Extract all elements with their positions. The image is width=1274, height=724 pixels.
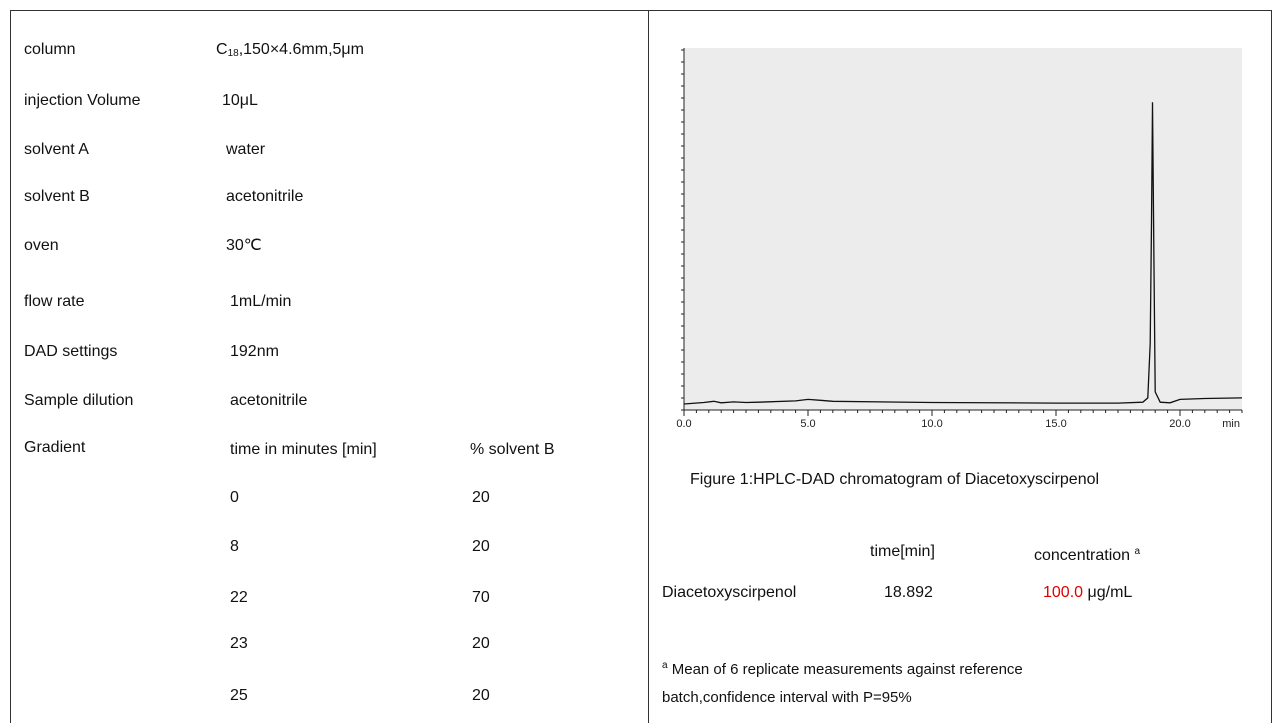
gradient-b-cell: 20 (472, 538, 490, 555)
param-label-solvent-b: solvent B (24, 188, 90, 205)
concentration-value: 100.0 (1043, 584, 1084, 601)
figure-caption: Figure 1:HPLC-DAD chromatogram of Diacet… (690, 471, 1100, 488)
table-frame (10, 10, 1272, 723)
gradient-time-cell: 8 (230, 538, 239, 555)
results-header-time: time[min] (870, 543, 935, 560)
footnote-line-1: a Mean of 6 replicate measurements again… (662, 660, 1023, 678)
param-value-column: C18,150×4.6mm,5μm (216, 41, 364, 59)
x-tick-label: 0.0 (676, 418, 691, 430)
gradient-b-cell: 20 (472, 635, 490, 652)
results-time: 18.892 (884, 584, 933, 601)
chromatogram-chart: 0.0 5.0 10.0 15.0 20.0 min (676, 48, 1243, 430)
param-value-sample-dilution: acetonitrile (230, 392, 308, 409)
gradient-header-time: time in minutes [min] (230, 441, 377, 458)
chromatogram-trace (683, 102, 1243, 405)
param-label-sample-dilution: Sample dilution (24, 392, 134, 409)
param-value-flow-rate: 1mL/min (230, 293, 292, 310)
gradient-time-cell: 22 (230, 589, 248, 606)
gradient-b-cell: 20 (472, 687, 490, 704)
results-header-concentration: concentration a (1034, 546, 1141, 564)
gradient-time-cell: 23 (230, 635, 248, 652)
param-label-solvent-a: solvent A (24, 141, 89, 158)
param-value-solvent-a: water (226, 141, 266, 158)
gradient-time-cell: 0 (230, 489, 239, 506)
gradient-label: Gradient (24, 439, 86, 456)
param-label-flow-rate: flow rate (24, 293, 85, 310)
param-value-injection-volume: 10μL (222, 92, 258, 109)
param-label-dad-settings: DAD settings (24, 343, 118, 360)
results-concentration: 100.0 μg/mL (1043, 584, 1133, 601)
gradient-b-cell: 20 (472, 489, 490, 506)
x-axis-label: min (1222, 418, 1240, 430)
gradient-b-cell: 70 (472, 589, 490, 606)
column-divider (648, 10, 649, 723)
param-value-solvent-b: acetonitrile (226, 188, 304, 205)
x-tick-label: 15.0 (1045, 418, 1066, 430)
gradient-header-solvent: % solvent B (470, 441, 555, 458)
param-label-injection-volume: injection Volume (24, 92, 141, 109)
plot-area (684, 48, 1242, 410)
param-label-column: column (24, 41, 76, 58)
x-tick-label: 5.0 (800, 418, 815, 430)
param-label-oven: oven (24, 237, 59, 254)
x-tick-label: 10.0 (921, 418, 942, 430)
results-compound: Diacetoxyscirpenol (662, 584, 797, 601)
param-value-oven: 30℃ (226, 237, 262, 254)
footnote-line-2: batch,confidence interval with P=95% (662, 689, 912, 706)
param-value-dad-settings: 192nm (230, 343, 279, 360)
gradient-time-cell: 25 (230, 687, 248, 704)
x-tick-label: 20.0 (1169, 418, 1190, 430)
